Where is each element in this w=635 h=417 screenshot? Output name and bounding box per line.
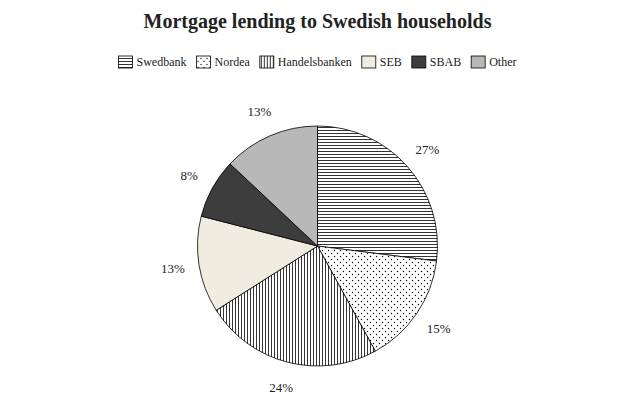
legend-swatch [412,56,426,68]
data-label: 27% [415,142,439,157]
legend-item: SEB [362,55,402,69]
legend-item: Other [471,55,516,69]
pie [198,126,438,366]
data-label: 8% [181,168,199,183]
chart-svg: Mortgage lending to Swedish households 27… [0,0,635,417]
legend-label: Handelsbanken [278,55,352,69]
pie-slice [230,126,317,246]
legend-label: SBAB [430,55,461,69]
legend-swatch [362,56,376,68]
legend-swatch [118,56,132,68]
data-label: 24% [269,380,293,395]
data-label: 13% [247,104,271,119]
legend-item: Handelsbanken [260,55,352,69]
chart-title: Mortgage lending to Swedish households [144,10,492,33]
legend-swatch [260,56,274,68]
legend-label: Other [489,55,516,69]
data-label: 15% [427,321,451,336]
legend-swatch [471,56,485,68]
legend-item: Nordea [196,55,250,69]
data-labels: 27% 15% 24% 13% 8% 13% [161,104,451,395]
legend-swatch [196,56,210,68]
legend-label: SEB [380,55,402,69]
legend-label: Swedbank [136,55,186,69]
data-label: 13% [161,261,185,276]
legend-item: Swedbank [118,55,186,69]
chart-container: Mortgage lending to Swedish households 27… [0,0,635,417]
legend-label: Nordea [214,55,250,69]
legend-item: SBAB [412,55,461,69]
legend: Swedbank Nordea Handelsbanken SEB SBAB Other [118,55,516,69]
